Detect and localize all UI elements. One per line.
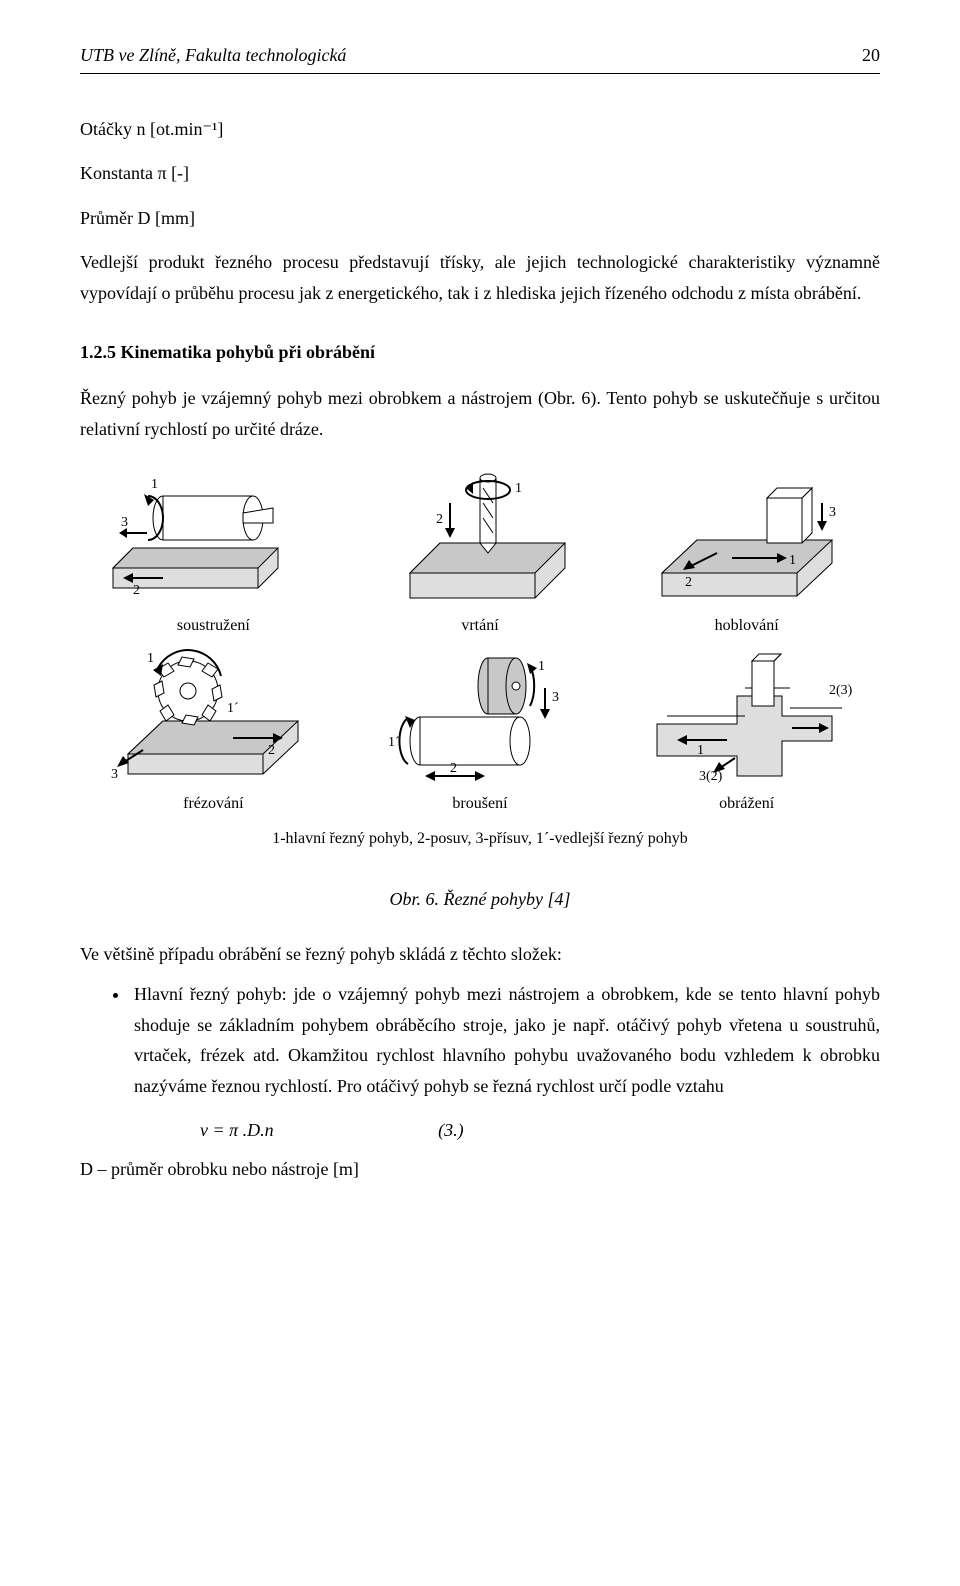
svg-text:1: 1 xyxy=(515,481,522,496)
svg-text:1: 1 xyxy=(147,651,154,666)
fig-cell-turning: 1 3 2 soustružení xyxy=(85,468,341,639)
turning-icon: 1 3 2 xyxy=(85,468,341,608)
figure-6: 1 3 2 soustružení xyxy=(80,468,880,914)
svg-text:2: 2 xyxy=(268,743,275,758)
svg-text:2: 2 xyxy=(450,761,457,776)
fig-cell-shaping: 1 2(3) 3(2) obrážení xyxy=(619,646,875,817)
fig-cell-drilling: 1 2 vrtání xyxy=(352,468,608,639)
svg-text:1: 1 xyxy=(151,477,158,492)
svg-text:1´: 1´ xyxy=(227,701,239,716)
paragraph-3: Ve většině případu obrábění se řezný poh… xyxy=(80,939,880,970)
svg-text:2(3): 2(3) xyxy=(829,683,853,698)
fig-label-drilling: vrtání xyxy=(461,612,498,639)
fig-cell-milling: 1 2 1´ 3 frézování xyxy=(85,646,341,817)
svg-text:1´: 1´ xyxy=(388,735,400,750)
section-heading: 1.2.5 Kinematika pohybů při obrábění xyxy=(80,337,880,368)
svg-text:1: 1 xyxy=(538,659,545,674)
paragraph-2: Řezný pohyb je vzájemný pohyb mezi obrob… xyxy=(80,383,880,444)
svg-text:3: 3 xyxy=(552,690,559,705)
page-number: 20 xyxy=(862,40,880,71)
fig-label-grinding: broušení xyxy=(452,790,507,817)
svg-text:1: 1 xyxy=(789,553,796,568)
bullet-main-motion: Hlavní řezný pohyb: jde o vzájemný pohyb… xyxy=(130,979,880,1101)
svg-text:3(2): 3(2) xyxy=(699,769,723,784)
definition-D: D – průměr obrobku nebo nástroje [m] xyxy=(80,1154,880,1185)
paragraph-1: Vedlejší produkt řezného procesu předsta… xyxy=(80,247,880,308)
figure-row-2: 1 2 1´ 3 frézování xyxy=(80,646,880,817)
bullet-list: Hlavní řezný pohyb: jde o vzájemný pohyb… xyxy=(130,979,880,1101)
fig-label-turning: soustružení xyxy=(177,612,250,639)
shaping-icon: 1 2(3) 3(2) xyxy=(619,646,875,786)
svg-text:3: 3 xyxy=(829,505,836,520)
svg-text:2: 2 xyxy=(436,512,443,527)
svg-text:2: 2 xyxy=(685,575,692,590)
drilling-icon: 1 2 xyxy=(352,468,608,608)
fig-cell-planing: 1 2 3 hoblování xyxy=(619,468,875,639)
svg-text:1: 1 xyxy=(697,743,704,758)
fig-label-milling: frézování xyxy=(183,790,243,817)
milling-icon: 1 2 1´ 3 xyxy=(85,646,341,786)
planing-icon: 1 2 3 xyxy=(619,468,875,608)
equation-3: v = π .D.n (3.) xyxy=(200,1115,880,1146)
page-header: UTB ve Zlíně, Fakulta technologická 20 xyxy=(80,40,880,74)
svg-text:2: 2 xyxy=(133,583,140,598)
variable-line-1: Otáčky n [ot.min⁻¹] xyxy=(80,114,880,145)
fig-cell-grinding: 1 1´ 2 3 broušení xyxy=(352,646,608,817)
svg-text:3: 3 xyxy=(121,515,128,530)
svg-text:3: 3 xyxy=(111,767,118,782)
fig-label-planing: hoblování xyxy=(715,612,779,639)
header-left: UTB ve Zlíně, Fakulta technologická xyxy=(80,40,346,71)
equation-number: (3.) xyxy=(438,1120,464,1140)
variable-line-3: Průměr D [mm] xyxy=(80,203,880,234)
equation-body: v = π .D.n xyxy=(200,1120,274,1140)
figure-legend: 1-hlavní řezný pohyb, 2-posuv, 3-přísuv,… xyxy=(80,825,880,852)
variable-line-2: Konstanta π [-] xyxy=(80,158,880,189)
figure-caption: Obr. 6. Řezné pohyby [4] xyxy=(80,884,880,915)
grinding-icon: 1 1´ 2 3 xyxy=(352,646,608,786)
figure-row-1: 1 3 2 soustružení xyxy=(80,468,880,639)
fig-label-shaping: obrážení xyxy=(719,790,774,817)
